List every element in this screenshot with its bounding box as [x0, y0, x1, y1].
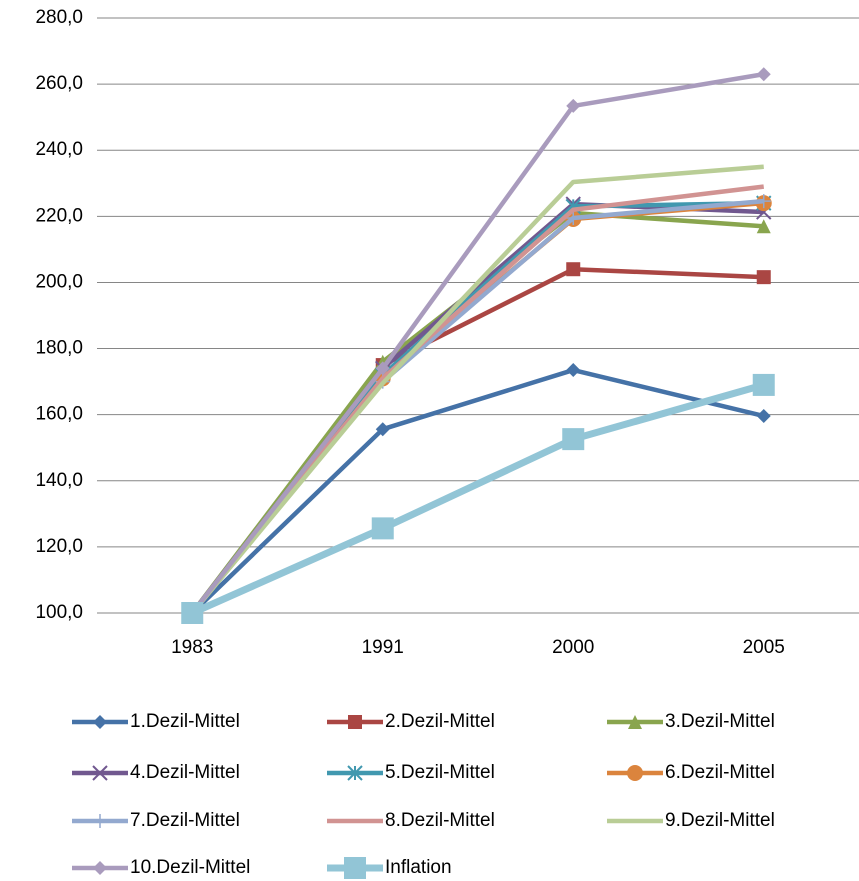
legend-marker — [347, 765, 363, 781]
legend-marker — [93, 814, 107, 828]
y-tick-label: 140,0 — [35, 470, 83, 491]
series-line — [190, 367, 765, 615]
legend-label: 8.Dezil-Mittel — [385, 810, 495, 831]
y-tick-label: 180,0 — [35, 338, 83, 359]
legend-label: 10.Dezil-Mittel — [130, 857, 250, 878]
y-tick-label: 120,0 — [35, 536, 83, 557]
x-tick-label: 2005 — [743, 637, 785, 658]
series-line — [190, 164, 764, 615]
x-tick-label: 2000 — [552, 637, 594, 658]
legend-label: 5.Dezil-Mittel — [385, 762, 495, 783]
legend-label: 7.Dezil-Mittel — [130, 810, 240, 831]
marker — [566, 98, 581, 113]
legend-marker — [344, 857, 366, 879]
marker — [562, 428, 585, 451]
marker — [371, 517, 394, 540]
marker — [375, 361, 390, 376]
marker — [756, 67, 771, 82]
marker — [375, 422, 390, 437]
legend-label: 6.Dezil-Mittel — [665, 762, 775, 783]
y-tick-label: 100,0 — [35, 602, 83, 623]
y-tick-label: 240,0 — [35, 139, 83, 160]
y-tick-label: 200,0 — [35, 271, 83, 292]
legend-label: 9.Dezil-Mittel — [665, 810, 775, 831]
marker — [752, 373, 775, 396]
legend-label: 1.Dezil-Mittel — [130, 711, 240, 732]
marker — [566, 210, 581, 225]
marker — [756, 408, 771, 423]
marker — [756, 270, 771, 285]
legend-marker — [627, 765, 643, 781]
x-tick-label: 1983 — [171, 637, 213, 658]
legend-marker — [92, 765, 108, 781]
marker — [756, 194, 771, 209]
x-tick-label: 1991 — [362, 637, 404, 658]
y-tick-label: 260,0 — [35, 73, 83, 94]
marker — [566, 262, 581, 277]
marker — [566, 363, 581, 378]
legend-label: 3.Dezil-Mittel — [665, 711, 775, 732]
legend-label: Inflation — [385, 857, 452, 878]
legend-label: 2.Dezil-Mittel — [385, 711, 495, 732]
marker — [756, 219, 771, 234]
y-tick-label: 220,0 — [35, 205, 83, 226]
y-tick-label: 280,0 — [35, 7, 83, 28]
series-line — [190, 381, 765, 617]
marker — [181, 602, 204, 624]
series-line — [190, 71, 765, 615]
legend-marker — [93, 715, 107, 729]
legend-marker — [628, 715, 642, 729]
legend-marker — [348, 715, 362, 729]
legend-marker — [93, 861, 107, 875]
legend-label: 4.Dezil-Mittel — [130, 762, 240, 783]
y-tick-label: 160,0 — [35, 404, 83, 425]
series-line — [190, 266, 764, 615]
